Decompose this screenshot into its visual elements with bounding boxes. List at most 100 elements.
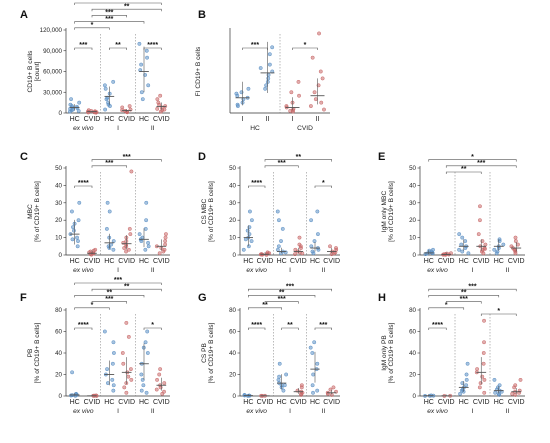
y-tick-label: 0 (413, 393, 417, 400)
data-point (154, 387, 159, 392)
data-point (140, 97, 145, 102)
data-point (267, 52, 272, 57)
data-point (75, 244, 80, 249)
data-point (459, 388, 464, 393)
data-point (107, 91, 112, 96)
data-point (477, 218, 482, 223)
significance-stars: ** (296, 154, 302, 161)
data-point (163, 242, 168, 247)
y-tick-label: 20 (409, 217, 416, 224)
significance-bracket (74, 185, 93, 188)
significance-stars: ** (124, 283, 130, 290)
x-group-label: ex vivo (73, 408, 94, 415)
data-point (493, 390, 498, 395)
x-category-label: CVID (118, 399, 135, 406)
y-tick-label: 50 (409, 165, 416, 172)
significance-bracket (248, 295, 316, 298)
data-point (76, 239, 80, 244)
data-point (111, 239, 116, 244)
data-point (143, 226, 148, 231)
data-point (275, 247, 280, 252)
data-point (75, 235, 79, 240)
data-point (246, 244, 251, 249)
x-category-label: CVID (438, 258, 455, 265)
significance-stars: * (151, 322, 154, 329)
data-point (495, 249, 500, 254)
y-axis-label: CS PB (201, 343, 208, 363)
data-point (111, 247, 116, 252)
data-point (126, 334, 131, 339)
y-tick-label: 60 (229, 329, 236, 336)
x-category-label: HC (104, 399, 114, 406)
data-point (297, 93, 301, 98)
significance-bracket (428, 307, 465, 310)
significance-stars: * (322, 180, 325, 187)
significance-stars: *** (286, 283, 294, 290)
significance-bracket (264, 165, 299, 168)
data-point (140, 235, 145, 240)
y-tick-label: 60 (55, 329, 62, 336)
x-group-label: I (117, 125, 119, 132)
data-point (75, 106, 80, 111)
data-point (249, 239, 254, 244)
data-point (513, 383, 518, 388)
x-group-label: I (117, 408, 119, 415)
x-group-label: II (151, 125, 155, 132)
y-tick-label: 40 (55, 182, 62, 189)
data-point (141, 383, 146, 388)
data-point (265, 250, 270, 255)
data-point (243, 237, 248, 242)
data-point (155, 377, 160, 382)
data-point (241, 247, 246, 252)
y-tick-label: 20 (229, 217, 236, 224)
data-point (126, 374, 131, 379)
significance-stars: * (445, 302, 448, 309)
data-point (483, 242, 488, 247)
data-point (277, 361, 282, 366)
data-point (163, 239, 168, 244)
panel-h: H IgM only PB [% of CD19+ B cells] 0 20 40 60 8… (378, 283, 525, 415)
y-axis-label: [count] (34, 61, 41, 81)
data-point (121, 361, 126, 366)
data-point (110, 377, 115, 382)
x-category-label: HC (277, 399, 287, 406)
data-point (518, 377, 523, 382)
y-tick-label: 80 (229, 307, 236, 314)
data-point (276, 218, 281, 223)
data-point (137, 41, 142, 46)
x-category-label: I (242, 116, 244, 123)
data-point (139, 372, 144, 377)
significance-stars: *** (468, 283, 476, 290)
data-point (109, 242, 114, 247)
x-category-label: CVID (153, 116, 170, 123)
data-point (267, 62, 272, 67)
data-point (466, 251, 471, 256)
significance-bracket (91, 288, 162, 292)
data-point (315, 209, 320, 214)
data-point (111, 340, 116, 345)
y-axis-label: FI CD19+ B cells (195, 46, 202, 96)
x-group-label: CVID (297, 125, 313, 132)
data-point (143, 247, 148, 252)
data-point (110, 361, 115, 366)
panel-label: B (198, 9, 206, 21)
significance-bracket (480, 313, 517, 316)
data-point (145, 55, 150, 60)
significance-bracket (91, 8, 162, 12)
significance-bracket (143, 327, 162, 330)
y-tick-label: 0 (233, 252, 237, 259)
data-point (163, 235, 168, 240)
significance-stars: *** (251, 42, 259, 49)
x-category-label: CVID (118, 258, 135, 265)
data-point (265, 79, 270, 84)
significance-bracket (248, 288, 332, 292)
data-point (463, 246, 468, 250)
significance-stars: *** (105, 160, 113, 167)
x-category-label: HC (424, 258, 434, 265)
data-point (127, 104, 132, 109)
x-group-label: ex vivo (427, 408, 448, 415)
significance-stars: *** (79, 42, 87, 49)
data-point (146, 244, 151, 249)
data-point (319, 100, 324, 105)
